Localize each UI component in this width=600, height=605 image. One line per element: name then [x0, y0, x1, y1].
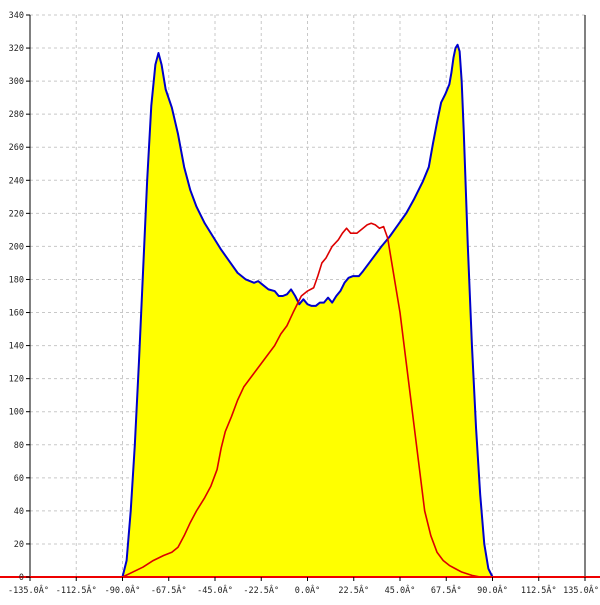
series-1-area-fill — [122, 44, 493, 577]
y-tick-label: 160 — [9, 309, 24, 319]
x-tick-label: 135.0Â° — [563, 584, 599, 596]
y-tick-label: 0 — [19, 573, 24, 583]
x-tick-label: -112.5Â° — [56, 584, 97, 596]
y-tick-label: 20 — [14, 540, 24, 550]
tick-labels: 0 20 40 60 80 100 120 140 160 180 200 220 240 260 280 3… — [8, 11, 599, 596]
y-tick-label: 240 — [9, 176, 24, 186]
axes — [0, 14, 600, 581]
y-tick-label: 180 — [9, 275, 24, 285]
series-2-line — [122, 222, 493, 578]
y-tick-label: 340 — [9, 11, 24, 21]
x-tick-label: 67.5Â° — [431, 584, 462, 596]
area-layer — [121, 43, 494, 578]
y-tick-label: 220 — [9, 209, 24, 219]
series-1-line — [121, 43, 494, 578]
x-tick-label: -135.0Â° — [8, 584, 49, 596]
x-tick-label: 112.5Â° — [521, 584, 557, 596]
y-tick-label: 320 — [9, 44, 24, 54]
x-tick-label: 90.0Â° — [477, 584, 508, 596]
y-tick-label: 260 — [9, 143, 24, 153]
x-tick-label: -67.5Â° — [151, 584, 187, 596]
x-tick-label: 0.0Â° — [295, 584, 321, 596]
y-tick-label: 280 — [9, 110, 24, 120]
x-tick-label: -90.0Â° — [105, 584, 141, 596]
x-tick-label: -45.0Â° — [197, 584, 233, 596]
y-tick-label: 140 — [9, 342, 24, 352]
x-tick-label: 22.5Â° — [338, 584, 369, 596]
y-tick-label: 80 — [14, 441, 24, 451]
y-tick-label: 120 — [9, 375, 24, 385]
y-tick-label: 200 — [9, 242, 24, 252]
y-tick-label: 40 — [14, 507, 24, 517]
y-tick-label: 100 — [9, 408, 24, 418]
y-tick-label: 60 — [14, 474, 24, 484]
x-tick-label: -22.5Â° — [243, 584, 279, 596]
y-tick-label: 300 — [9, 77, 24, 87]
x-tick-label: 45.0Â° — [385, 584, 416, 596]
